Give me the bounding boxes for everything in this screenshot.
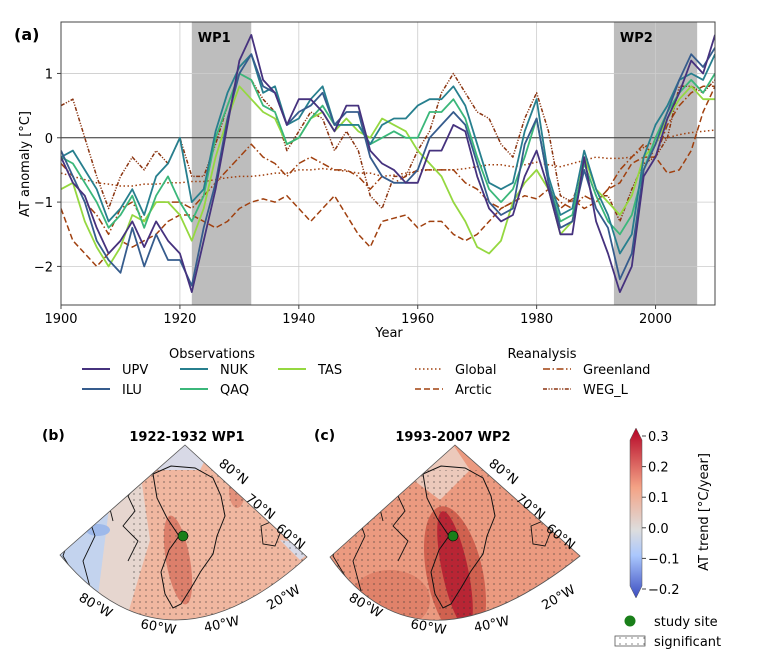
colorbar-tick-label: 0.2 [648, 461, 669, 476]
legend-title-reanalysis: Reanalysis [507, 347, 576, 362]
colorbar-tick-label: 0.1 [648, 491, 669, 506]
y-tick-label: −1 [34, 196, 53, 211]
period-label: WP2 [620, 31, 653, 46]
lon-label: 20°W [540, 582, 579, 613]
lon-label: 40°W [203, 614, 241, 636]
legend-label: TAS [317, 363, 342, 378]
panel-b-map: (b) 1922-1932 WP1 80°N 70°N 60°N 80°W 60… [42, 428, 308, 638]
plot-frame [60, 21, 716, 306]
y-tick-label: 1 [45, 67, 53, 82]
series-line-qaq [61, 72, 715, 236]
x-axis-label: Year [374, 326, 403, 341]
lon-label: 60°W [409, 617, 447, 638]
lon-label: 40°W [473, 614, 511, 636]
x-tick-label: 1920 [163, 312, 196, 327]
x-tick-label: 1900 [44, 312, 77, 327]
legend-label: WEG_L [583, 383, 629, 398]
series-line-nuk [61, 53, 715, 255]
legend-label: Greenland [583, 363, 650, 378]
lon-label: 20°W [265, 582, 304, 613]
legend-significant: significant [654, 635, 721, 650]
legend-title-observations: Observations [169, 347, 255, 362]
x-tick-label: 1960 [401, 312, 434, 327]
colorbar-tick-label: −0.1 [648, 552, 680, 567]
series-line-greenland [61, 85, 715, 236]
y-tick-label: −2 [34, 260, 53, 275]
series-line-weg_l [61, 72, 715, 223]
legend-label: ILU [122, 383, 142, 398]
legend-label: Global [455, 363, 496, 378]
period-label: WP1 [198, 31, 231, 46]
panel-c-map: (c) 1993-2007 WP2 80°N 70°N 60°N 80°W 60… [314, 428, 581, 638]
x-tick-label: 2000 [639, 312, 672, 327]
panel-a-label: (a) [14, 25, 39, 44]
x-tick-label: 1980 [520, 312, 553, 327]
lon-label: 60°W [139, 617, 177, 638]
study-site-marker [177, 530, 189, 542]
colorbar-tick-label: −0.2 [648, 583, 680, 598]
panel-c-title: 1993-2007 WP2 [395, 430, 510, 445]
legend-label: UPV [122, 363, 148, 378]
series-line-ilu [61, 47, 715, 287]
map-legend: study site significant [614, 615, 721, 650]
legend-study-site: study site [654, 615, 718, 630]
panel-c-label: (c) [314, 428, 335, 444]
x-tick-label: 1940 [282, 312, 315, 327]
panel-b-label: (b) [42, 428, 65, 444]
study-site-marker [447, 530, 459, 542]
legend: Observations Reanalysis UPV ILU NUK QAQ TAS G… [82, 347, 650, 398]
panel-b-title: 1922-1932 WP1 [129, 430, 244, 445]
series-line-upv [61, 34, 715, 294]
colorbar-tick-label: 0.0 [648, 522, 669, 537]
colorbar: 0.3 0.2 0.1 0.0 −0.1 −0.2 AT trend [°C/year] [629, 427, 712, 599]
significant-hatch-icon [614, 635, 646, 647]
panel-a-timeseries: (a) WP1 WP2 1900 1920 1940 1960 1980 2000 −2 −1 0… [14, 21, 716, 341]
legend-label: NUK [220, 363, 248, 378]
legend-label: QAQ [220, 383, 249, 398]
colorbar-label: AT trend [°C/year] [697, 453, 712, 571]
study-site-icon [624, 615, 636, 627]
colorbar-gradient [629, 427, 643, 599]
colorbar-tick-label: 0.3 [648, 430, 669, 445]
y-tick-label: 0 [45, 132, 53, 147]
legend-label: Arctic [455, 383, 492, 398]
y-axis-label: AT anomaly [°C] [18, 111, 33, 217]
